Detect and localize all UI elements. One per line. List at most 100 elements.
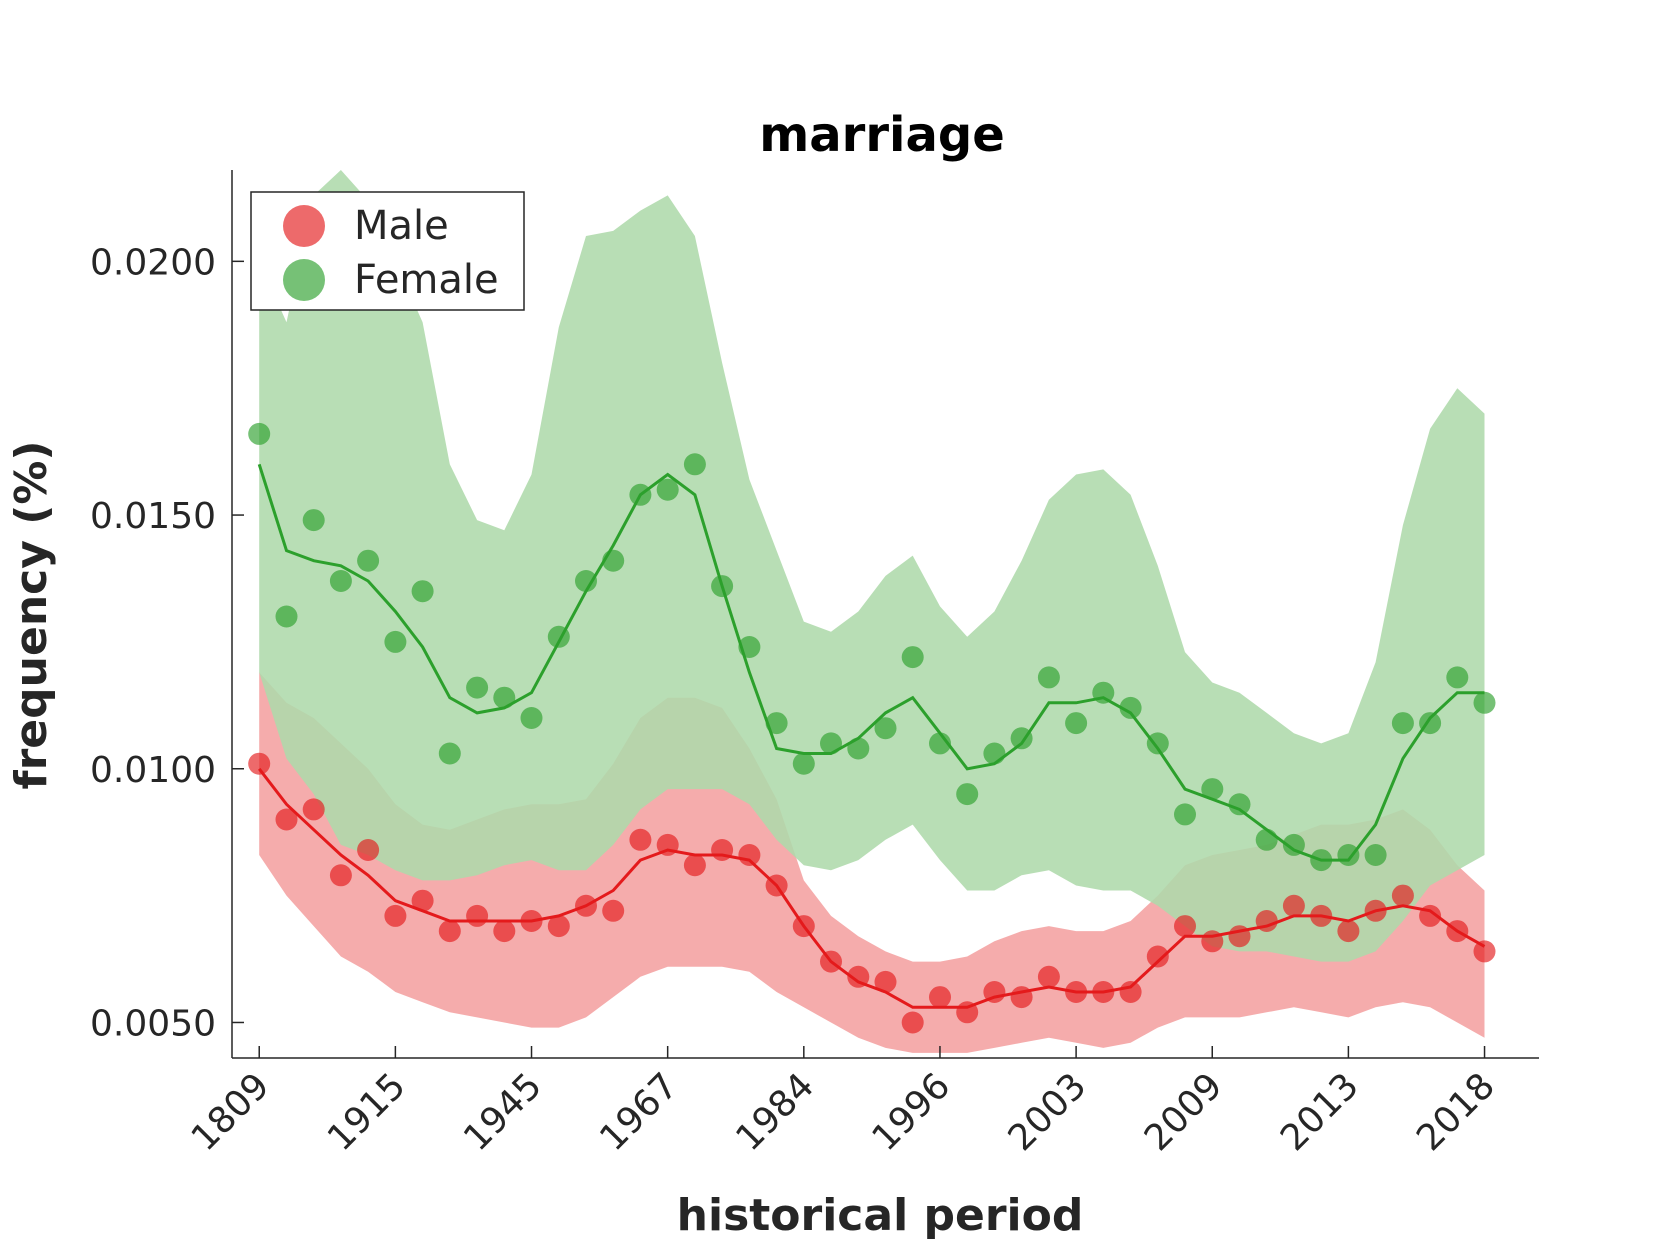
point-female (956, 783, 979, 806)
point-male (1010, 986, 1033, 1009)
point-female (629, 483, 652, 506)
data-points (248, 422, 1496, 1034)
point-male (1364, 899, 1387, 922)
point-male (411, 889, 434, 912)
point-female (1310, 849, 1333, 872)
point-male (1119, 981, 1142, 1003)
legend-label-male: Male (354, 203, 449, 249)
point-female (466, 676, 489, 699)
x-axis-label: historical period (677, 1190, 1084, 1241)
point-female (1255, 828, 1278, 851)
point-male (302, 798, 325, 821)
point-male (438, 920, 461, 943)
legend-marker-male (283, 205, 325, 247)
point-female (1391, 712, 1414, 735)
point-male (738, 844, 761, 866)
point-female (738, 636, 761, 658)
point-male (765, 874, 788, 897)
point-female (983, 742, 1006, 765)
legend-label-female: Female (354, 257, 499, 303)
point-male (602, 899, 625, 922)
point-female (901, 646, 924, 669)
point-male (357, 839, 380, 861)
point-male (1174, 915, 1196, 938)
point-female (1446, 666, 1469, 689)
point-male (1092, 981, 1115, 1003)
x-tick-label: 2013 (1273, 1065, 1367, 1159)
point-female (1337, 844, 1360, 866)
point-male (575, 894, 597, 917)
point-male (1391, 884, 1414, 907)
point-male (547, 915, 570, 938)
point-male (629, 828, 652, 851)
point-female (1065, 712, 1088, 735)
y-tick-label: 0.0150 (90, 496, 216, 537)
point-male (711, 839, 734, 861)
point-male (1419, 904, 1442, 927)
y-tick-label: 0.0200 (90, 242, 216, 283)
point-male (1201, 930, 1224, 953)
point-female (275, 605, 298, 628)
x-tick-label: 2018 (1409, 1065, 1503, 1159)
point-female (765, 712, 788, 735)
point-male (683, 854, 706, 877)
point-male (820, 950, 842, 973)
x-tick-label: 1996 (865, 1065, 959, 1159)
confidence-bands (259, 170, 1485, 1053)
point-male (847, 965, 870, 988)
point-female (1419, 712, 1442, 735)
point-male (901, 1011, 924, 1034)
point-female (820, 732, 842, 755)
point-male (384, 904, 407, 927)
point-female (1146, 732, 1169, 755)
point-female (384, 630, 407, 653)
point-male (1146, 945, 1169, 968)
point-male (1446, 920, 1469, 943)
point-female (520, 707, 543, 729)
point-female (357, 549, 380, 572)
y-axis-label: frequency (%) (6, 440, 57, 789)
point-male (956, 1001, 979, 1024)
smoothed-lines (257, 463, 1486, 1009)
point-female (1282, 833, 1305, 856)
point-female (1228, 793, 1251, 816)
point-male (520, 910, 543, 932)
point-female (1037, 666, 1060, 689)
band-male (259, 672, 1485, 1053)
point-male (248, 752, 271, 775)
point-female (438, 742, 461, 765)
point-male (493, 920, 516, 943)
point-female (792, 752, 815, 775)
point-female (847, 737, 870, 760)
x-tick-label: 1809 (184, 1065, 278, 1159)
point-male (1282, 894, 1305, 917)
point-female (493, 686, 516, 709)
point-male (983, 981, 1006, 1003)
y-tick-label: 0.0100 (90, 750, 216, 791)
point-female (248, 422, 271, 445)
point-female (1364, 844, 1387, 866)
point-female (547, 625, 570, 648)
point-male (329, 864, 352, 887)
point-female (1201, 778, 1224, 801)
axes (231, 170, 1539, 1059)
point-female (656, 478, 679, 501)
point-female (711, 575, 734, 598)
point-male (1310, 904, 1333, 927)
point-female (683, 453, 706, 476)
legend: Male Female (250, 191, 525, 311)
legend-marker-female (283, 259, 325, 301)
point-male (1228, 925, 1251, 948)
x-tick-label: 1984 (728, 1065, 822, 1159)
point-male (929, 986, 951, 1009)
x-tick-label: 1967 (592, 1065, 686, 1159)
point-male (1065, 981, 1088, 1003)
point-female (329, 570, 352, 592)
point-male (1037, 965, 1060, 988)
point-male (792, 915, 815, 938)
line-male (258, 767, 1486, 1009)
y-tick-label: 0.0050 (90, 1003, 216, 1044)
point-male (1255, 910, 1278, 932)
point-female (602, 549, 625, 572)
